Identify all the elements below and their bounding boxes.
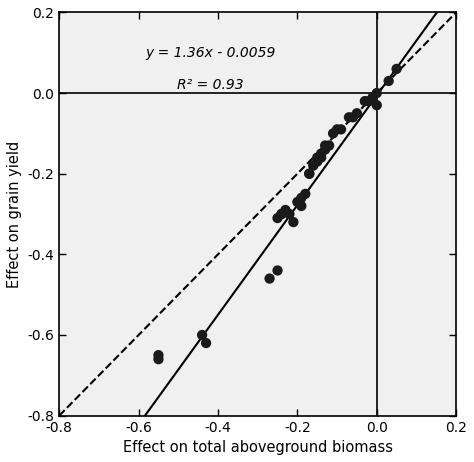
Point: [318, 154, 325, 161]
Point: [373, 89, 381, 97]
Point: [155, 355, 162, 363]
Point: [369, 93, 376, 101]
Point: [349, 114, 357, 121]
Point: [373, 102, 381, 109]
Point: [333, 126, 341, 133]
Point: [321, 146, 329, 153]
Point: [321, 142, 329, 149]
X-axis label: Effect on total aboveground biomass: Effect on total aboveground biomass: [123, 440, 392, 455]
Point: [393, 65, 401, 73]
Point: [345, 114, 353, 121]
Point: [313, 158, 321, 165]
Point: [329, 130, 337, 137]
Point: [361, 97, 369, 105]
Point: [305, 170, 313, 177]
Point: [298, 194, 305, 201]
Point: [301, 190, 309, 198]
Point: [310, 162, 317, 170]
Point: [298, 202, 305, 210]
Point: [266, 275, 273, 282]
Point: [273, 267, 281, 274]
Point: [293, 198, 301, 206]
Point: [155, 352, 162, 359]
Point: [325, 142, 333, 149]
Point: [273, 214, 281, 222]
Point: [305, 170, 313, 177]
Point: [318, 150, 325, 157]
Text: R² = 0.93: R² = 0.93: [177, 78, 243, 92]
Y-axis label: Effect on grain yield: Effect on grain yield: [7, 140, 22, 288]
Point: [313, 154, 321, 161]
Point: [286, 210, 293, 218]
Point: [353, 109, 361, 117]
Point: [385, 77, 392, 85]
Point: [337, 126, 345, 133]
Point: [282, 207, 289, 214]
Point: [198, 331, 206, 339]
Point: [278, 210, 285, 218]
Text: y = 1.36x - 0.0059: y = 1.36x - 0.0059: [145, 46, 275, 60]
Point: [365, 97, 373, 105]
Point: [202, 340, 210, 347]
Point: [290, 219, 297, 226]
Point: [278, 210, 285, 218]
